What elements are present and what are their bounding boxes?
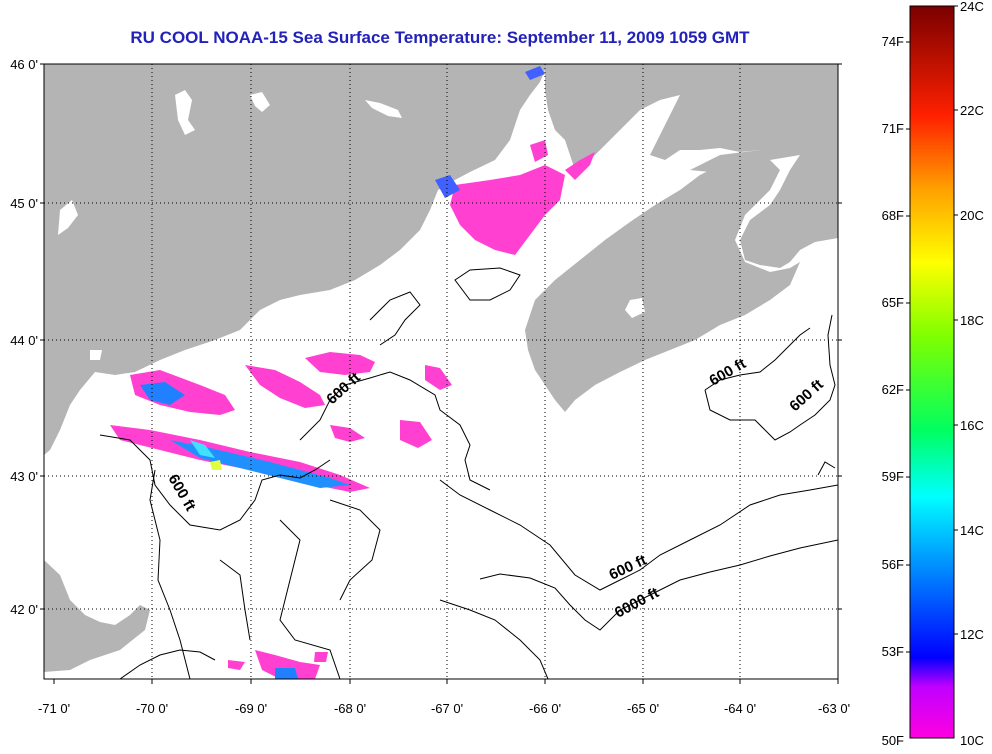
- colorbar-c-label: 20C: [960, 208, 984, 223]
- colorbar-f-label: 68F: [882, 208, 904, 223]
- colorbar-f-label: 59F: [882, 469, 904, 484]
- colorbar-c-label: 24C: [960, 0, 984, 14]
- lon-label: -63 0': [818, 701, 850, 716]
- bathymetry-contours: [99, 267, 838, 679]
- lon-label: -64 0': [724, 701, 756, 716]
- colorbar-c-label: 22C: [960, 103, 984, 118]
- lon-label: -65 0': [627, 701, 659, 716]
- lat-label: 42 0': [10, 602, 38, 617]
- land-new-england: [44, 64, 545, 455]
- lat-label: 45 0': [10, 196, 38, 211]
- lon-label: -67 0': [431, 701, 463, 716]
- lon-label: -69 0': [235, 701, 267, 716]
- colorbar: [909, 5, 955, 739]
- sst-patches: [110, 66, 595, 679]
- land-nova-scotia: [525, 158, 800, 412]
- colorbar-ticks: [906, 5, 958, 653]
- colorbar-f-label: 56F: [882, 557, 904, 572]
- lat-label: 43 0': [10, 469, 38, 484]
- lon-label: -70 0': [136, 701, 168, 716]
- land-island-ne: [690, 148, 800, 172]
- lat-label: 46 0': [10, 57, 38, 72]
- lakes: [58, 90, 645, 360]
- colorbar-f-label: 50F: [882, 733, 904, 748]
- colorbar-c-label: 16C: [960, 418, 984, 433]
- land-cape-cod: [44, 560, 150, 672]
- map-title: RU COOL NOAA-15 Sea Surface Temperature:…: [130, 28, 750, 47]
- colorbar-f-label: 74F: [882, 34, 904, 49]
- lon-label: -66 0': [529, 701, 561, 716]
- land-canada-north: [545, 64, 838, 268]
- colorbar-c-label: 10C: [960, 733, 984, 748]
- colorbar-c-label: 14C: [960, 523, 984, 538]
- lon-label: -68 0': [334, 701, 366, 716]
- lon-label: -71 0': [38, 701, 70, 716]
- graticule: [44, 64, 838, 679]
- colorbar-f-label: 65F: [882, 295, 904, 310]
- colorbar-c-label: 18C: [960, 313, 984, 328]
- colorbar-c-label: 12C: [960, 627, 984, 642]
- colorbar-f-label: 62F: [882, 382, 904, 397]
- colorbar-f-label: 53F: [882, 644, 904, 659]
- axis-ticks: [40, 63, 842, 684]
- colorbar-f-label: 71F: [882, 121, 904, 136]
- lat-label: 44 0': [10, 333, 38, 348]
